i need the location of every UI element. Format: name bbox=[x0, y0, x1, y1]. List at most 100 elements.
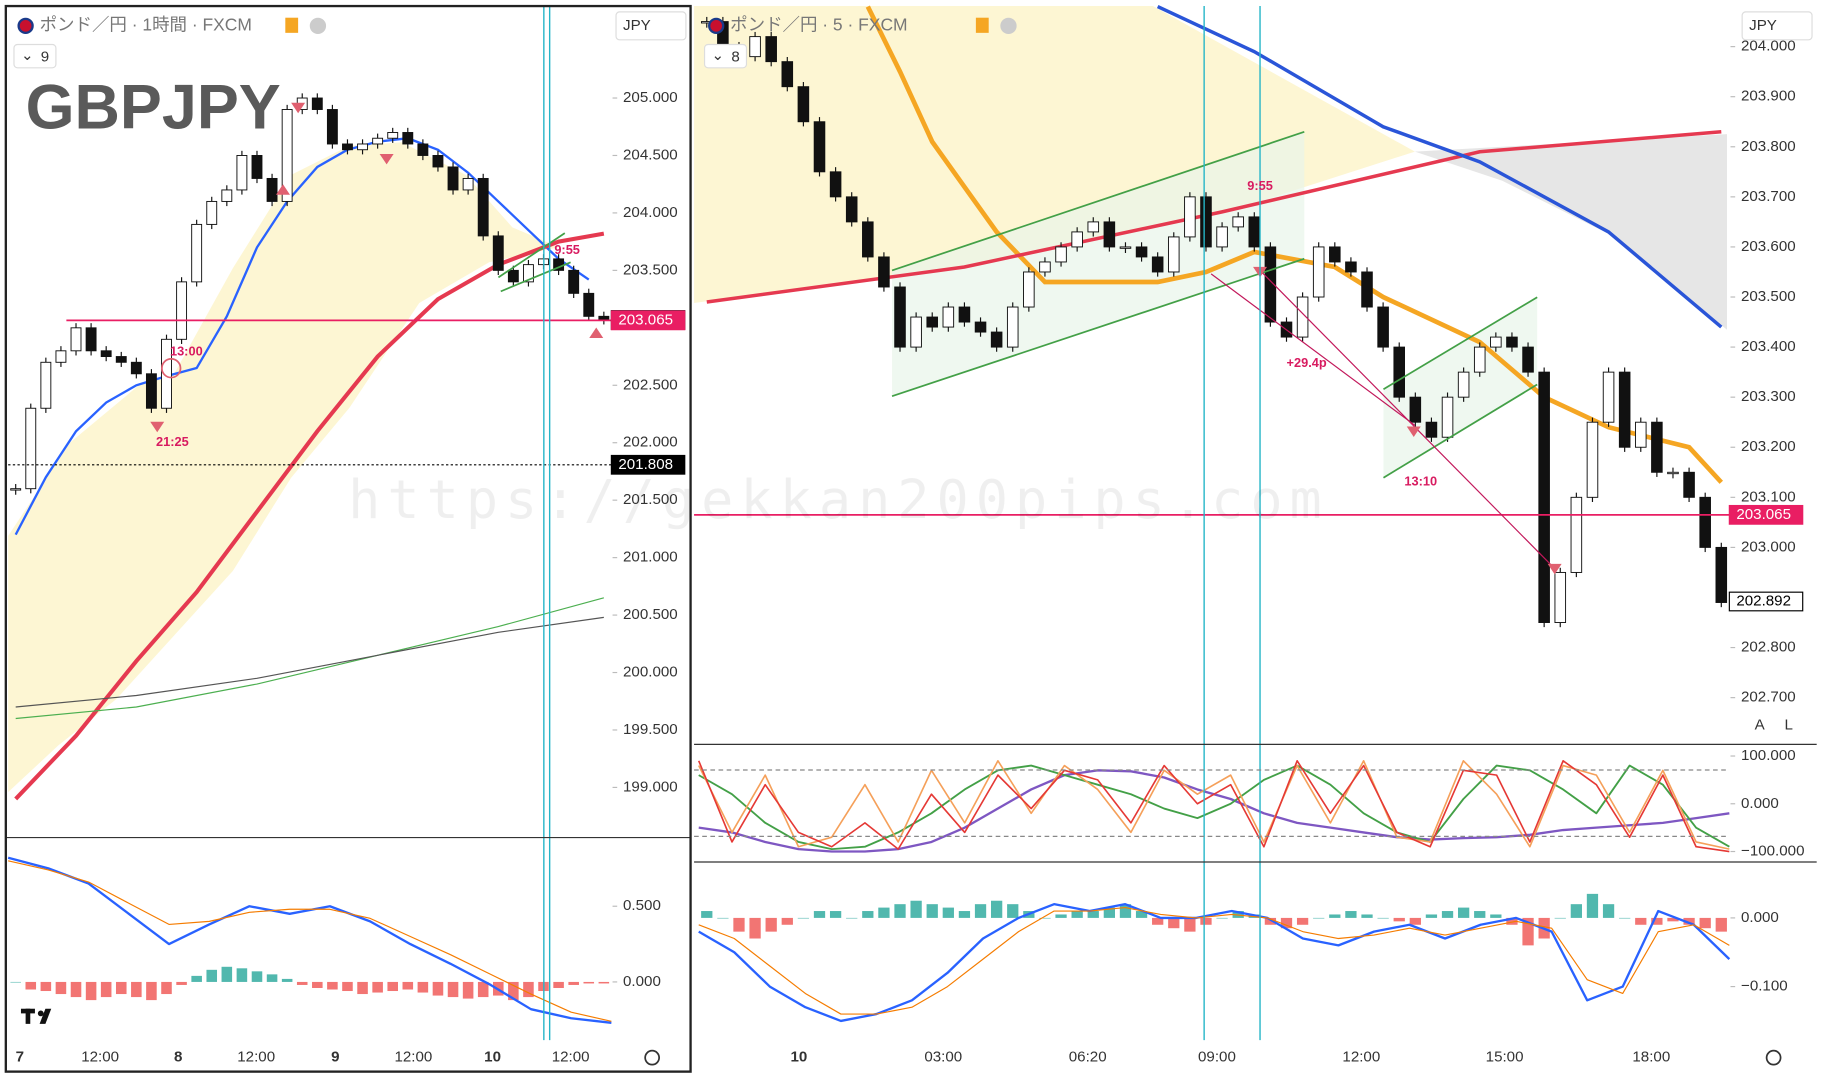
histogram-bar bbox=[1103, 907, 1115, 918]
hide-button[interactable] bbox=[1000, 17, 1017, 35]
histogram-bar bbox=[701, 911, 713, 918]
marker bbox=[589, 327, 604, 338]
histogram-bar bbox=[1184, 917, 1196, 932]
y-tick-label: 203.900 bbox=[1741, 88, 1796, 105]
price-tag-label: 203.065 bbox=[618, 311, 673, 328]
histogram-bar bbox=[327, 981, 338, 990]
candle bbox=[1312, 246, 1325, 298]
currency-label: JPY bbox=[623, 17, 651, 34]
histogram-bar bbox=[862, 911, 874, 918]
histogram-bar bbox=[176, 981, 187, 985]
histogram-bar bbox=[1168, 917, 1180, 929]
histogram-bar bbox=[598, 981, 610, 984]
settings-icon[interactable] bbox=[1765, 1049, 1782, 1066]
x-tick-label: 06:20 bbox=[1069, 1049, 1107, 1066]
axis-button[interactable]: L bbox=[1785, 717, 1793, 734]
legend-toggle[interactable] bbox=[703, 43, 748, 69]
candle bbox=[266, 177, 278, 202]
histogram-bar bbox=[1152, 917, 1164, 925]
candle bbox=[1441, 396, 1454, 438]
cloud-fill bbox=[694, 6, 1415, 304]
stoch-levels bbox=[694, 769, 1730, 837]
histogram-bar bbox=[1039, 917, 1051, 919]
histogram-bar bbox=[958, 911, 971, 918]
histogram-bar bbox=[1602, 904, 1615, 918]
candle bbox=[326, 109, 338, 145]
axis-button[interactable]: A bbox=[1755, 717, 1766, 734]
histogram-bar bbox=[40, 981, 52, 992]
candle bbox=[568, 269, 580, 294]
candle bbox=[845, 196, 858, 223]
candle bbox=[862, 221, 874, 258]
histogram-bar bbox=[1200, 917, 1212, 925]
x-tick-label: 09:00 bbox=[1198, 1049, 1236, 1066]
header-flag bbox=[285, 17, 299, 33]
annotation: +29.4p bbox=[1287, 355, 1327, 370]
histogram-bar bbox=[251, 971, 263, 982]
candle bbox=[1006, 306, 1019, 348]
histogram-bar bbox=[1667, 917, 1679, 922]
candle bbox=[1538, 371, 1550, 623]
histogram-bar bbox=[523, 981, 534, 998]
candle bbox=[958, 306, 971, 323]
histogram-bar bbox=[765, 917, 777, 932]
marker bbox=[1547, 563, 1562, 575]
x-tick-label: 12:00 bbox=[81, 1049, 119, 1066]
candle bbox=[206, 200, 218, 225]
y-tick-label: 100.000 bbox=[1741, 747, 1796, 764]
candle bbox=[1715, 546, 1728, 603]
histogram-bar bbox=[1699, 917, 1711, 929]
y-tick-label: 201.000 bbox=[623, 549, 678, 566]
candle bbox=[797, 86, 810, 123]
price-tag bbox=[610, 310, 686, 331]
candle bbox=[311, 97, 323, 110]
histogram-bar bbox=[70, 981, 82, 998]
panel-border bbox=[4, 4, 692, 1073]
marks bbox=[7, 4, 1736, 1024]
x-tick-label: 10 bbox=[790, 1049, 807, 1066]
settings-icon[interactable] bbox=[644, 1049, 661, 1066]
price-tag-label: 202.892 bbox=[1736, 592, 1791, 609]
histogram-bar bbox=[402, 981, 414, 990]
currency-label: JPY bbox=[1749, 17, 1777, 34]
histogram-bar bbox=[447, 981, 459, 998]
histogram-bar bbox=[1264, 917, 1277, 925]
header-flag bbox=[975, 17, 989, 33]
histogram-bar bbox=[1313, 917, 1325, 919]
currency-button[interactable] bbox=[615, 11, 687, 41]
y-tick-label: 199.000 bbox=[623, 778, 678, 795]
candle bbox=[1618, 371, 1631, 448]
candle bbox=[1699, 496, 1711, 548]
y-tick-label: 205.000 bbox=[623, 89, 678, 106]
hide-button[interactable] bbox=[309, 17, 327, 35]
y-tick-label: 203.200 bbox=[1741, 438, 1796, 455]
indicator-line bbox=[698, 903, 1731, 1023]
candle bbox=[145, 373, 157, 409]
histogram-bar bbox=[25, 981, 37, 990]
annotation: 13:10 bbox=[1404, 474, 1437, 489]
candle bbox=[583, 292, 595, 317]
candle bbox=[387, 132, 399, 139]
histogram-bar bbox=[131, 981, 142, 998]
candle bbox=[1103, 221, 1116, 248]
currency-button[interactable] bbox=[1741, 11, 1813, 41]
candle bbox=[372, 137, 384, 145]
x-tick-label: 10 bbox=[484, 1049, 501, 1066]
candle bbox=[1248, 216, 1261, 248]
candle bbox=[1651, 421, 1663, 473]
candle bbox=[1151, 256, 1164, 273]
candle bbox=[447, 166, 459, 191]
channel-line bbox=[500, 261, 571, 293]
legend-toggle[interactable] bbox=[13, 43, 57, 69]
histogram-bar bbox=[1232, 911, 1244, 918]
y-tick-label: 199.500 bbox=[623, 721, 678, 738]
histogram-bar bbox=[236, 968, 248, 982]
candle bbox=[894, 286, 906, 348]
candle bbox=[878, 256, 890, 288]
histogram-bar bbox=[1087, 911, 1099, 918]
price-tag bbox=[1728, 504, 1804, 525]
histogram-bar bbox=[100, 981, 112, 998]
y-tick-label: 0.000 bbox=[1741, 909, 1779, 926]
candle bbox=[1490, 336, 1502, 348]
